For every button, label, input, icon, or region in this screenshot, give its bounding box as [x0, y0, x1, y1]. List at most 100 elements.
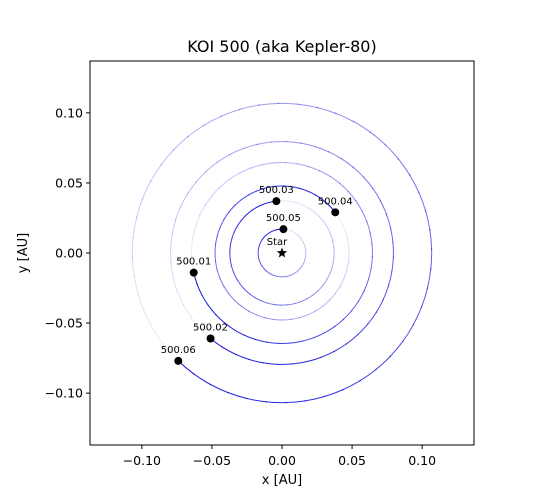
planet-point-500.06 [174, 356, 183, 365]
planet-point-500.04 [331, 208, 340, 217]
y-tick-label: 0.00 [55, 246, 83, 261]
orbit-segment [334, 285, 341, 295]
orbit-segment [281, 318, 292, 321]
planet-label-500.01: 500.01 [176, 257, 211, 268]
orbit-segment [329, 267, 333, 275]
orbit-segment [234, 299, 242, 307]
orbit-segment [240, 305, 250, 312]
orbit-segment [182, 304, 192, 319]
chart-title: KOI 500 (aka Kepler-80) [187, 37, 376, 56]
orbit-segment [301, 239, 304, 243]
orbit-segment [204, 194, 214, 206]
orbit-segment [172, 277, 179, 293]
orbit-segment [343, 226, 348, 236]
orbit-segment [304, 257, 306, 261]
orbit-segment [194, 214, 201, 227]
orbit-segment [303, 244, 306, 249]
orbit-segment [153, 330, 167, 348]
planet-label-500.03: 500.03 [259, 185, 294, 196]
orbit-segment [180, 193, 189, 208]
orbit-segment [186, 181, 197, 195]
orbit-segment [296, 202, 304, 206]
orbit-segment [299, 236, 303, 240]
orbit-segment [205, 161, 219, 173]
x-tick-label: −0.05 [193, 453, 231, 468]
orbit-segment [291, 230, 296, 234]
orbit-segment [339, 277, 345, 287]
planet-label-500.05: 500.05 [266, 213, 301, 224]
orbit-segment [326, 273, 331, 281]
orbit-segment [228, 293, 236, 302]
orbit-segment [308, 207, 316, 213]
orbit-segment [261, 162, 275, 166]
orbit-segment [303, 260, 306, 264]
orbit-segment [273, 304, 282, 306]
orbit-segment [192, 225, 197, 239]
planet-markers [174, 197, 340, 365]
planet-point-500.05 [279, 225, 288, 234]
orbit-segment [296, 163, 310, 168]
orbit-segment [302, 204, 310, 209]
orbit-500.06 [131, 102, 433, 404]
orbit-segment [307, 310, 317, 316]
planet-point-500.01 [189, 268, 198, 277]
y-tick-label: 0.05 [55, 175, 83, 190]
orbit-segment [190, 316, 202, 330]
orbit-segment [285, 141, 302, 144]
orbit-segment [306, 294, 314, 300]
y-axis-label: y [AU] [16, 233, 31, 273]
orbit-500.01 [191, 162, 373, 344]
orbit-segment [160, 148, 175, 166]
orbit-segment [170, 248, 172, 265]
x-axis-label: x [AU] [262, 473, 302, 488]
orbit-segment [141, 180, 152, 201]
orbit-segment [302, 241, 306, 246]
orbit-segment [323, 221, 329, 229]
x-tick-label: 0.05 [338, 453, 366, 468]
orbit-segment [242, 143, 258, 150]
orbit-segment [220, 108, 241, 117]
planet-label-500.06: 500.06 [161, 345, 196, 356]
orbit-segment [340, 157, 354, 168]
orbit-segment [229, 172, 241, 180]
orbit-segment [384, 143, 400, 160]
orbit-segment [352, 120, 372, 133]
orbit-segment [286, 274, 291, 277]
orbit-segment [256, 314, 266, 319]
orbit-segment [292, 272, 296, 275]
orbit-segment [170, 262, 174, 279]
orbit-segment [273, 318, 283, 321]
orbit-500.05 [257, 228, 307, 278]
orbit-segment [132, 217, 138, 238]
orbit-segment [131, 236, 134, 258]
orbit-segment [248, 310, 258, 316]
orbit-segment [352, 166, 365, 178]
orbit-segment [333, 253, 335, 262]
orbit-segment [329, 175, 341, 185]
orbit-segment [300, 298, 308, 303]
planet-label-500.04: 500.04 [318, 196, 353, 207]
orbit-segment [369, 232, 373, 246]
planet-point-500.03 [272, 197, 281, 206]
orbit-segment [149, 163, 162, 183]
orbit-segment [256, 141, 273, 145]
orbit-segment [297, 234, 301, 238]
orbit-segment [299, 142, 316, 148]
orbit-segment [322, 279, 328, 287]
x-tick-label: 0.10 [408, 453, 436, 468]
orbit-segment [191, 237, 194, 251]
orbit-segment [301, 262, 305, 267]
orbit-segment [332, 240, 335, 248]
y-tick-label: −0.10 [45, 386, 83, 401]
orbit-segment [289, 273, 294, 277]
orbit-segment [133, 275, 140, 297]
orbit-segment [312, 290, 319, 296]
orbit-segment [172, 135, 189, 151]
orbit-segment [219, 178, 231, 188]
orbit-segment [229, 244, 231, 253]
orbit-segment [347, 252, 350, 262]
orbit-segment [331, 260, 335, 268]
orbit-trails [131, 102, 433, 404]
orbit-segment [313, 211, 321, 218]
